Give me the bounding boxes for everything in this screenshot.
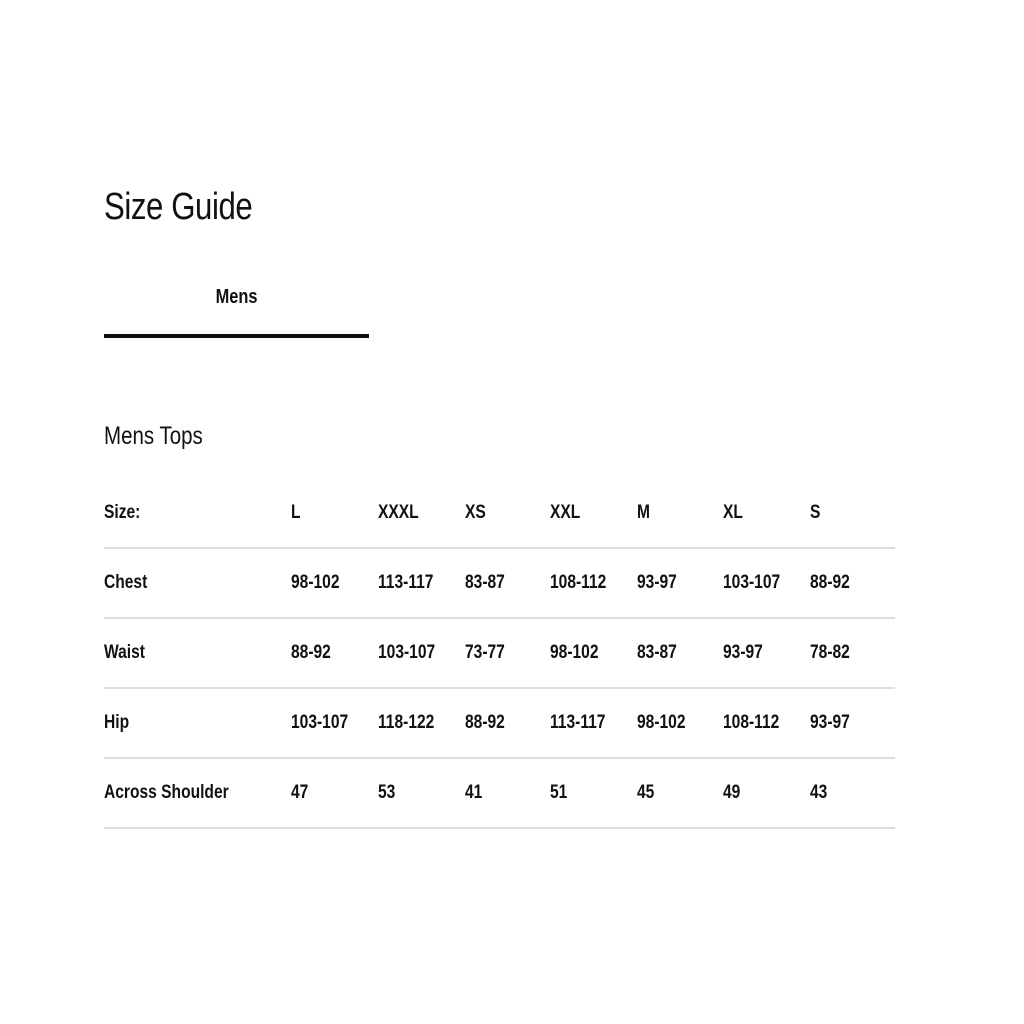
- row-label: Across Shoulder: [104, 758, 292, 829]
- measurement-cell: 43: [809, 758, 895, 829]
- table-row: Waist 88-92 103-107 73-77 98-102 83-87 93-97 78…: [104, 618, 895, 689]
- size-header: XL: [722, 479, 810, 549]
- size-table: Size: L XXXL XS XXL M XL S Chest 98-102 113-117 83-…: [104, 479, 895, 829]
- table-row: Chest 98-102 113-117 83-87 108-112 93-97 103-1…: [104, 548, 895, 619]
- row-label: Hip: [104, 688, 292, 759]
- measurement-cell: 88-92: [464, 688, 551, 759]
- measurement-cell: 47: [291, 758, 379, 829]
- row-label: Chest: [104, 548, 292, 619]
- measurement-cell: 103-107: [722, 548, 810, 619]
- measurement-cell: 88-92: [809, 548, 895, 619]
- measurement-cell: 103-107: [291, 688, 379, 759]
- tab-mens[interactable]: Mens: [104, 284, 369, 338]
- measurement-cell: 93-97: [809, 688, 895, 759]
- measurement-cell: 78-82: [809, 618, 895, 689]
- size-header: XXL: [550, 479, 637, 549]
- measurement-cell: 49: [722, 758, 810, 829]
- size-header: L: [291, 479, 379, 549]
- active-tab-indicator: [104, 334, 369, 338]
- table-row: Across Shoulder 47 53 41 51 45 49 43: [104, 758, 895, 829]
- measurement-cell: 93-97: [636, 548, 723, 619]
- measurement-cell: 113-117: [378, 548, 465, 619]
- measurement-cell: 41: [464, 758, 551, 829]
- measurement-cell: 53: [378, 758, 465, 829]
- row-label: Waist: [104, 618, 292, 689]
- measurement-cell: 83-87: [636, 618, 723, 689]
- measurement-cell: 88-92: [291, 618, 379, 689]
- size-header: M: [636, 479, 723, 549]
- table-header-row: Size: L XXXL XS XXL M XL S: [104, 479, 895, 549]
- size-header: S: [809, 479, 895, 549]
- measurement-cell: 108-112: [722, 688, 810, 759]
- measurement-cell: 98-102: [550, 618, 637, 689]
- table-row: Hip 103-107 118-122 88-92 113-117 98-102 108-1…: [104, 688, 895, 759]
- size-header: XXXL: [378, 479, 465, 549]
- measurement-cell: 118-122: [378, 688, 465, 759]
- measurement-cell: 51: [550, 758, 637, 829]
- tab-label: Mens: [215, 286, 258, 308]
- measurement-cell: 93-97: [722, 618, 810, 689]
- measurement-cell: 98-102: [291, 548, 379, 619]
- size-header: XS: [464, 479, 551, 549]
- measurement-cell: 45: [636, 758, 723, 829]
- measurement-cell: 108-112: [550, 548, 637, 619]
- header-label: Size:: [104, 479, 292, 549]
- measurement-cell: 73-77: [464, 618, 551, 689]
- measurement-cell: 103-107: [378, 618, 465, 689]
- measurement-cell: 83-87: [464, 548, 551, 619]
- measurement-cell: 98-102: [636, 688, 723, 759]
- measurement-cell: 113-117: [550, 688, 637, 759]
- section-title: Mens Tops: [104, 422, 203, 450]
- page-title: Size Guide: [104, 186, 253, 228]
